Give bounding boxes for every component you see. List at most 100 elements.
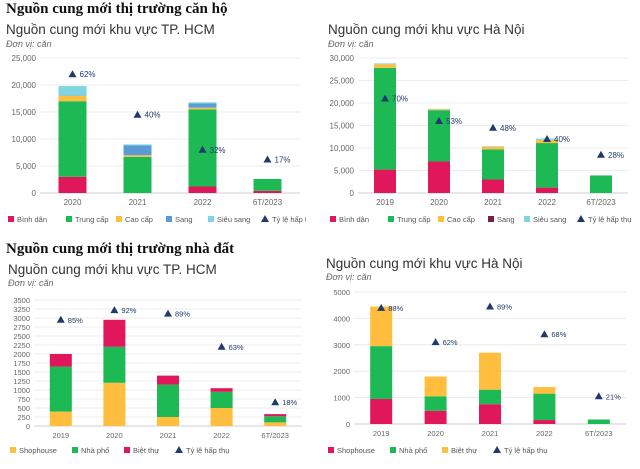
bar-segment <box>587 419 610 424</box>
bar-segment <box>253 190 282 193</box>
bar-segment <box>370 398 393 424</box>
ratio-marker <box>486 302 494 310</box>
ratio-label: 62% <box>443 338 458 347</box>
bar-segment <box>479 389 501 405</box>
y-tick-label: 2500 <box>13 332 30 341</box>
bar-segment <box>374 64 396 68</box>
legend-swatch <box>124 447 130 453</box>
legend-swatch <box>72 447 78 453</box>
legend-label: Shophouse <box>19 446 57 455</box>
bar-segment <box>536 143 558 188</box>
chart-svg: 0 1000 2000 3000 4000 5000 2019 2020 2021 2022 6T/… <box>328 288 626 455</box>
bar-segment <box>58 101 87 177</box>
bar-segment <box>49 411 72 426</box>
legend-label: Nhà phố <box>81 446 110 455</box>
ratio-label: 88% <box>388 304 403 313</box>
ratio-label: 40% <box>554 135 570 144</box>
x-tick-label: 2021 <box>129 198 147 207</box>
y-tick-label: 1250 <box>13 377 30 386</box>
legend-ratio-marker <box>577 215 585 222</box>
ratio-marker <box>435 117 443 124</box>
bar-segment <box>58 176 87 193</box>
chart-unit: Đơn vị: căn <box>326 272 372 282</box>
ratio-marker <box>377 303 386 311</box>
bar-segment <box>49 354 72 367</box>
ratio-label: 63% <box>229 343 244 352</box>
bar-segment <box>482 149 504 180</box>
x-tick-label: 2021 <box>484 198 502 207</box>
legend-label: Tỷ lệ hấp thụ <box>504 446 547 455</box>
chart-title: Nguồn cung mới khu vực TP. HCM <box>6 22 215 37</box>
y-tick-label: 1500 <box>13 368 30 377</box>
ratio-label: 85% <box>68 316 83 325</box>
bar-segment <box>428 161 450 193</box>
chart-svg: 0 5,000 10,000 15,000 20,000 25,000 30,000 2019… <box>330 54 632 224</box>
legend-ratio-marker <box>493 446 501 453</box>
x-tick-label: 6T/2023 <box>585 429 613 438</box>
bar-segment <box>103 382 126 426</box>
y-tick-label: 3000 <box>333 341 350 350</box>
bar-segment <box>123 156 152 193</box>
chart-title: Nguồn cung mới khu vực Hà Nội <box>328 22 525 37</box>
y-tick-label: 2250 <box>13 341 30 350</box>
bar-segment <box>103 319 126 347</box>
ratio-marker <box>110 306 119 314</box>
ratio-label: 18% <box>282 398 297 407</box>
y-tick-label: 5,000 <box>334 167 355 176</box>
bar-segment <box>374 169 396 193</box>
y-tick-label: 500 <box>17 404 30 413</box>
y-tick-label: 0 <box>350 189 355 198</box>
legend-swatch <box>524 216 530 222</box>
chart-panel-hcm-apartment: Nguồn cung mới khu vực TP. HCM Đơn vị: c… <box>6 22 306 234</box>
bar-segment <box>264 414 287 417</box>
x-tick-label: 2020 <box>64 198 82 207</box>
bar-segment <box>123 155 152 157</box>
section-title-apartment: Nguồn cung mới thị trường căn hộ <box>6 1 228 17</box>
y-tick-label: 10,000 <box>330 144 355 153</box>
bar-segment <box>188 107 217 110</box>
bar-segment <box>479 352 501 390</box>
legend-label: Biệt thự <box>451 446 477 455</box>
y-tick-label: 0 <box>346 420 350 429</box>
y-tick-label: 2000 <box>13 350 30 359</box>
ratio-label: 21% <box>606 392 621 401</box>
y-tick-label: 20,000 <box>330 99 355 108</box>
legend-label: Trung cấp <box>397 215 431 224</box>
bar-segment <box>428 110 450 162</box>
chart-panel-hanoi-landed: Nguồn cung mới khu vực Hà Nội Đơn vị: că… <box>326 256 634 468</box>
bar-segment <box>157 375 179 385</box>
legend-swatch <box>438 216 444 222</box>
x-tick-label: 2019 <box>52 431 69 440</box>
x-tick-label: 6T/2023 <box>253 198 283 207</box>
legend-label: Bình dân <box>339 215 369 224</box>
y-tick-label: 30,000 <box>330 54 355 63</box>
ratio-marker <box>489 123 497 131</box>
legend-label: Shophouse <box>337 446 375 455</box>
ratio-label: 32% <box>210 146 226 155</box>
bar-segment <box>482 179 504 193</box>
ratio-label: 92% <box>121 306 136 315</box>
bar-segment <box>210 388 233 392</box>
legend-swatch <box>116 216 122 222</box>
ratio-label: 89% <box>497 303 512 312</box>
x-tick-label: 2020 <box>430 198 448 207</box>
y-tick-label: 250 <box>17 413 30 422</box>
x-tick-label: 2022 <box>213 431 230 440</box>
bar-segment <box>428 109 450 111</box>
legend-swatch <box>330 216 336 222</box>
legend-label: Siêu sang <box>217 215 250 224</box>
y-tick-label: 1750 <box>13 359 30 368</box>
ratio-marker <box>133 110 142 118</box>
y-tick-label: 750 <box>17 395 30 404</box>
bar-segment <box>370 346 393 399</box>
bar-segment <box>424 410 447 424</box>
ratio-label: 40% <box>145 111 161 120</box>
bar-segment <box>424 396 447 411</box>
ratio-label: 48% <box>500 124 516 133</box>
legend-label: Bình dân <box>17 215 47 224</box>
ratio-marker <box>543 135 551 142</box>
legend-swatch <box>442 447 448 453</box>
x-tick-label: 2019 <box>373 429 390 438</box>
chart-unit: Đơn vị: căn <box>328 39 374 49</box>
bar-segment <box>49 366 72 412</box>
